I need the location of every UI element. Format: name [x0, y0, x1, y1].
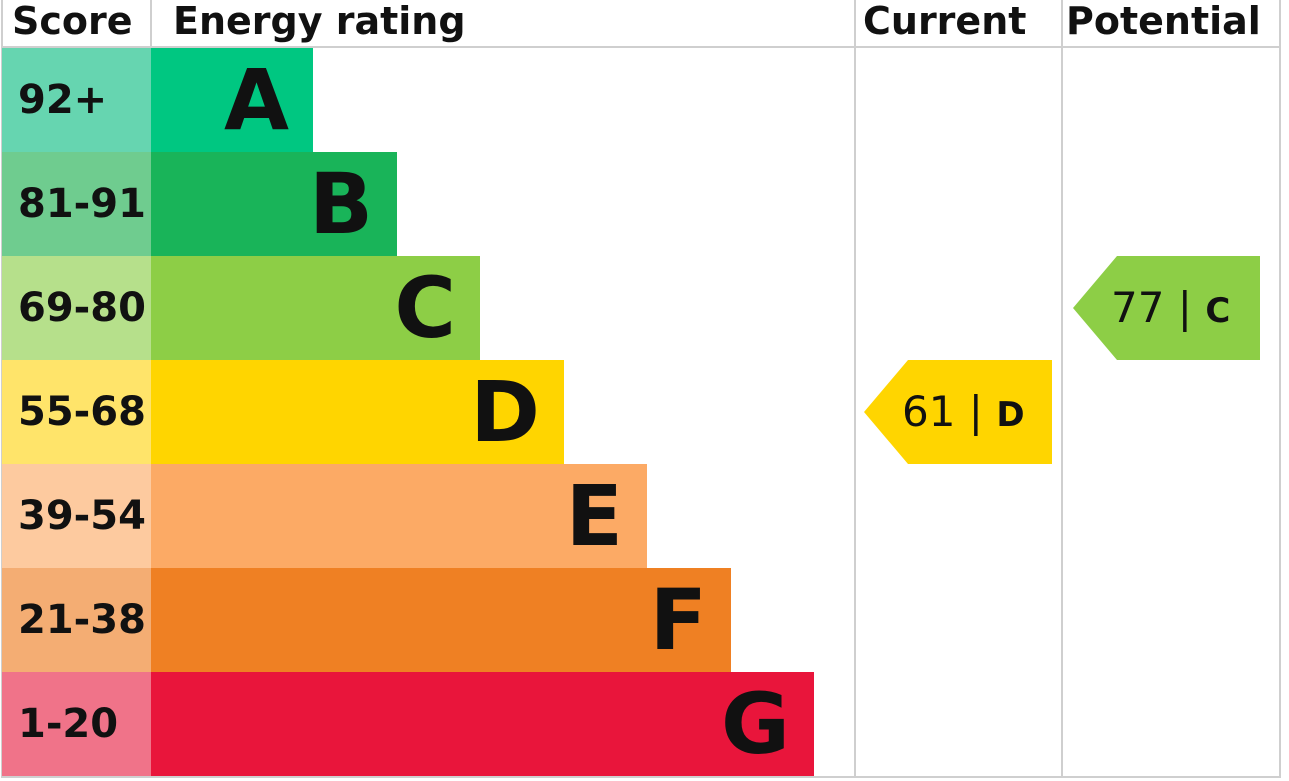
score-range-g: 1-20: [2, 672, 151, 776]
score-range-c: 69-80: [2, 256, 151, 360]
band-a: A: [151, 48, 313, 152]
band-e: E: [151, 464, 647, 568]
score-range-a: 92+: [2, 48, 151, 152]
band-d: D: [151, 360, 564, 464]
potential-rating-indicator: 77 | C: [1073, 256, 1260, 360]
band-letter-a: A: [223, 51, 289, 149]
band-b: B: [151, 152, 397, 256]
score-range-d: 55-68: [2, 360, 151, 464]
score-column-divider: [150, 0, 152, 48]
energy-rating-header: Energy rating: [173, 0, 466, 43]
current-rating-label: 61 | D: [902, 387, 1025, 436]
current-score-value: 61: [902, 387, 956, 436]
score-header: Score: [12, 0, 133, 43]
band-letter-d: D: [470, 363, 540, 461]
current-column-divider: [854, 0, 856, 778]
band-letter-f: F: [649, 571, 707, 669]
potential-header: Potential: [1066, 0, 1261, 43]
band-letter-c: C: [394, 259, 456, 357]
current-arrow-shape: [864, 360, 1052, 464]
band-letter-b: B: [308, 155, 373, 253]
band-c: C: [151, 256, 480, 360]
band-letter-e: E: [565, 467, 623, 565]
score-range-e: 39-54: [2, 464, 151, 568]
header-divider: [1, 46, 1281, 48]
potential-score-value: 77: [1111, 283, 1165, 332]
current-header: Current: [863, 0, 1027, 43]
bottom-border: [1, 776, 1281, 778]
potential-rating-letter: C: [1205, 291, 1231, 331]
current-rating-letter: D: [996, 395, 1025, 435]
band-f: F: [151, 568, 731, 672]
potential-column-divider: [1061, 0, 1063, 778]
score-range-f: 21-38: [2, 568, 151, 672]
band-letter-g: G: [721, 675, 790, 773]
band-g: G: [151, 672, 814, 776]
right-border: [1279, 0, 1281, 778]
potential-rating-label: 77 | C: [1111, 283, 1231, 332]
current-rating-indicator: 61 | D: [864, 360, 1052, 464]
score-range-b: 81-91: [2, 152, 151, 256]
potential-arrow-shape: [1073, 256, 1260, 360]
